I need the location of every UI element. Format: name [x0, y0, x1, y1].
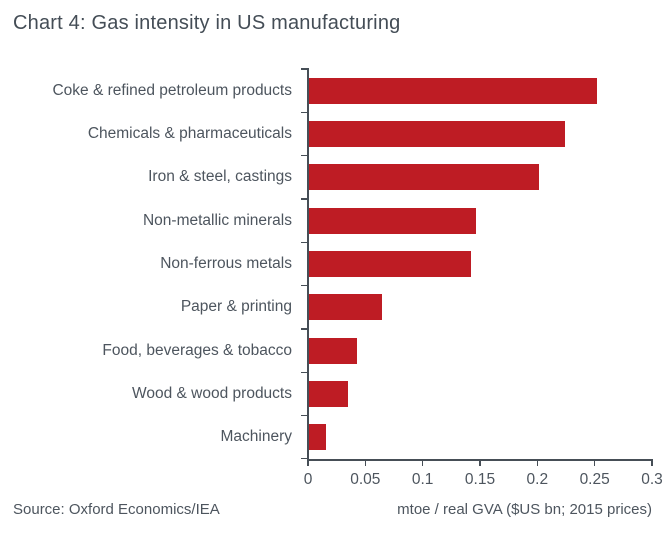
x-axis-tick: [364, 459, 367, 466]
y-axis-tick: [301, 371, 308, 374]
category-label: Coke & refined petroleum products: [52, 81, 292, 99]
x-axis-tick: [479, 459, 481, 466]
bar: [309, 77, 597, 104]
y-axis-line: [307, 68, 309, 460]
y-axis-tick: [301, 241, 308, 244]
y-axis-tick: [301, 328, 308, 330]
x-axis-unit-label: mtoe / real GVA ($US bn; 2015 prices): [397, 501, 652, 518]
category-label: Chemicals & pharmaceuticals: [87, 124, 292, 142]
x-tick-label: 0.2: [526, 471, 549, 488]
category-label: Paper & printing: [180, 298, 292, 316]
bar: [309, 251, 471, 277]
x-axis-tick: [421, 459, 424, 466]
bar: [309, 337, 358, 364]
source-note: Source: Oxford Economics/IEA: [13, 501, 220, 518]
y-axis-tick: [301, 198, 308, 200]
x-tick-label: 0.3: [641, 471, 663, 488]
y-axis-tick: [301, 154, 308, 157]
category-label: Non-ferrous metals: [160, 254, 292, 272]
category-label: Iron & steel, castings: [148, 168, 292, 186]
bar: [309, 424, 327, 451]
x-axis-tick: [593, 459, 596, 466]
x-tick-label: 0: [303, 471, 313, 488]
category-label: Food, beverages & tobacco: [102, 341, 292, 359]
y-axis-tick: [301, 68, 308, 70]
x-tick-label: 0.05: [350, 471, 381, 488]
x-tick-label: 0.1: [411, 471, 434, 488]
x-tick-label: 0.15: [464, 471, 496, 488]
category-label: Non-metallic minerals: [142, 211, 292, 229]
y-axis-tick: [301, 111, 308, 114]
x-axis-tick: [651, 459, 653, 466]
x-tick-label: 0.25: [579, 471, 610, 488]
x-axis-tick: [536, 459, 539, 466]
category-label: Wood & wood products: [132, 384, 292, 402]
bar: [309, 381, 348, 407]
y-axis-tick: [301, 414, 308, 417]
bar: [309, 164, 540, 191]
bar: [309, 121, 565, 147]
bar: [309, 294, 383, 321]
category-label: Machinery: [220, 428, 293, 446]
y-axis-tick: [301, 457, 308, 459]
x-axis-tick: [307, 459, 309, 466]
bar: [309, 207, 477, 234]
y-axis-tick: [301, 284, 308, 287]
chart-title: Chart 4: Gas intensity in US manufacturi…: [13, 12, 401, 34]
